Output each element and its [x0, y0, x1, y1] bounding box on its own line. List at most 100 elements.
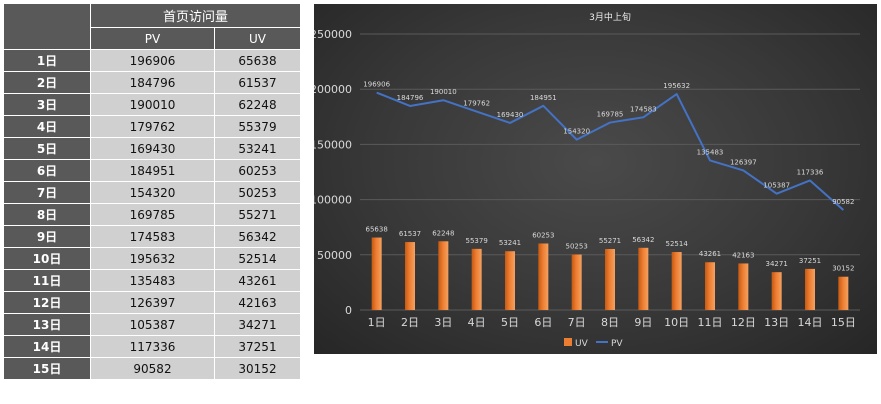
uv-bar: [705, 262, 715, 310]
pv-line: [376, 91, 844, 211]
day-label: 11日: [3, 269, 91, 292]
table-row: 6日 184951 60253: [3, 159, 301, 182]
pv-cell: 117336: [90, 335, 215, 358]
pv-cell: 184951: [90, 159, 215, 182]
x-tick-label: 2日: [401, 316, 419, 329]
table-row: 10日 195632 52514: [3, 247, 301, 270]
table-row: 5日 169430 53241: [3, 137, 301, 160]
uv-bar: [638, 247, 649, 310]
uv-cell: 65638: [214, 49, 301, 72]
x-tick-label: 12日: [731, 316, 756, 329]
pv-data-label: 90582: [832, 198, 854, 206]
day-label: 15日: [3, 357, 91, 380]
column-header-pv: PV: [90, 27, 215, 50]
table-row: 4日 179762 55379: [3, 115, 301, 138]
pv-cell: 169785: [90, 203, 215, 226]
y-tick-label: 200000: [314, 83, 352, 96]
day-label: 8日: [3, 203, 91, 226]
legend-label-uv: UV: [575, 339, 589, 349]
uv-data-label: 60253: [532, 231, 554, 239]
uv-bar: [738, 263, 749, 310]
uv-bar: [605, 248, 615, 310]
table-row: 3日 190010 62248: [3, 93, 301, 116]
x-tick-label: 15日: [831, 316, 856, 329]
uv-data-label: 52514: [666, 240, 689, 248]
table-corner: [3, 3, 91, 50]
uv-bar: [771, 272, 782, 310]
pv-data-label: 184796: [397, 94, 424, 102]
y-tick-label: 250000: [314, 28, 352, 41]
table-row: 15日 90582 30152: [3, 357, 301, 380]
pv-cell: 135483: [90, 269, 215, 292]
uv-cell: 61537: [214, 71, 301, 94]
pv-data-label: 184951: [530, 94, 557, 102]
x-tick-label: 10日: [664, 316, 689, 329]
pv-cell: 195632: [90, 247, 215, 270]
uv-data-label: 56342: [632, 236, 654, 244]
pv-cell: 184796: [90, 71, 215, 94]
uv-cell: 30152: [214, 357, 301, 380]
table-row: 2日 184796 61537: [3, 71, 301, 94]
day-label: 4日: [3, 115, 91, 138]
pv-data-label: 190010: [430, 88, 457, 96]
uv-bar: [538, 243, 549, 310]
pv-data-label: 154320: [563, 128, 590, 136]
x-tick-label: 9日: [634, 316, 652, 329]
pv-data-label: 174583: [630, 105, 657, 113]
chart-panel: 3月中上旬 0 50000 100000 150000 200000 250000 1日 2日 3…: [314, 4, 877, 354]
pv-cell: 174583: [90, 225, 215, 248]
day-label: 10日: [3, 247, 91, 270]
uv-data-label: 65638: [366, 226, 388, 234]
uv-bar: [371, 237, 382, 310]
y-tick-label: 150000: [314, 138, 352, 151]
table-row: 14日 117336 37251: [3, 335, 301, 358]
pv-cell: 196906: [90, 49, 215, 72]
uv-cell: 52514: [214, 247, 301, 270]
y-tick-label: 0: [345, 304, 352, 317]
uv-data-label: 55379: [466, 237, 488, 245]
uv-bar: [471, 248, 482, 310]
x-tick-label: 6日: [534, 316, 552, 329]
pv-cell: 105387: [90, 313, 215, 336]
uv-cell: 37251: [214, 335, 301, 358]
uv-bar: [671, 252, 682, 310]
uv-data-label: 37251: [799, 257, 821, 265]
x-tick-label: 4日: [468, 316, 486, 329]
pv-cell: 169430: [90, 137, 215, 160]
x-tick-label: 5日: [501, 316, 519, 329]
uv-data-label: 61537: [399, 230, 421, 238]
uv-data-label: 50253: [566, 243, 588, 251]
uv-cell: 55271: [214, 203, 301, 226]
day-label: 6日: [3, 159, 91, 182]
uv-data-label: 55271: [599, 237, 621, 245]
data-table: 首页访问量 PV UV 1日 196906 65638 2日 184796 61537 3日…: [3, 3, 301, 380]
pv-data-label: 179762: [463, 100, 490, 108]
legend-label-pv: PV: [611, 339, 623, 349]
uv-cell: 43261: [214, 269, 301, 292]
day-label: 2日: [3, 71, 91, 94]
pv-data-label: 169785: [597, 111, 624, 119]
x-tick-label: 8日: [601, 316, 619, 329]
day-label: 7日: [3, 181, 91, 204]
uv-data-label: 30152: [832, 265, 854, 273]
uv-bar: [571, 254, 582, 310]
pv-data-label: 135483: [697, 148, 724, 156]
uv-data-label: 53241: [499, 239, 521, 247]
pv-cell: 154320: [90, 181, 215, 204]
pv-data-label: 105387: [763, 182, 790, 190]
x-tick-label: 7日: [568, 316, 586, 329]
x-tick-label: 14日: [798, 316, 823, 329]
table-row: 1日 196906 65638: [3, 49, 301, 72]
uv-data-label: 34271: [766, 260, 788, 268]
legend-swatch-uv: [564, 338, 572, 346]
uv-bar: [505, 251, 515, 310]
uv-cell: 42163: [214, 291, 301, 314]
table-row: 9日 174583 56342: [3, 225, 301, 248]
day-label: 13日: [3, 313, 91, 336]
table-row: 13日 105387 34271: [3, 313, 301, 336]
day-label: 5日: [3, 137, 91, 160]
pv-data-label: 195632: [663, 82, 690, 90]
uv-cell: 55379: [214, 115, 301, 138]
uv-data-label: 43261: [699, 250, 721, 258]
uv-data-label: 42163: [732, 251, 754, 259]
